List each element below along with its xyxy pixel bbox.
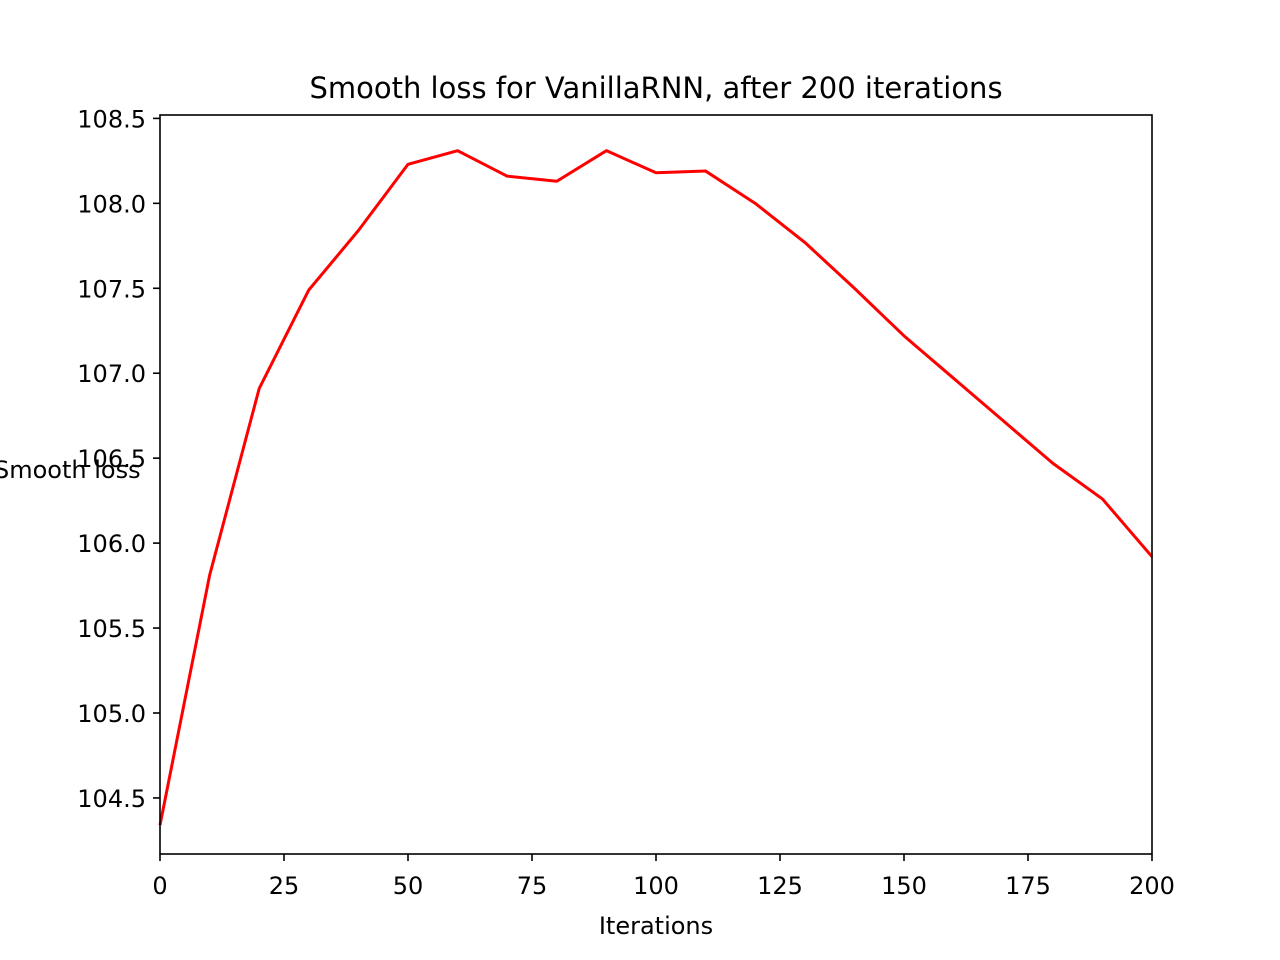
y-tick-label: 108.5 (77, 105, 146, 133)
x-tick-label: 150 (881, 872, 927, 900)
y-tick-label: 105.5 (77, 615, 146, 643)
x-tick-label: 100 (633, 872, 679, 900)
x-tick-label: 175 (1005, 872, 1051, 900)
y-tick-label: 105.0 (77, 700, 146, 728)
y-tick-label: 108.0 (77, 190, 146, 218)
x-tick-label: 200 (1129, 872, 1175, 900)
x-tick-label: 25 (269, 872, 300, 900)
x-tick-label: 75 (517, 872, 548, 900)
y-tick-label: 107.5 (77, 275, 146, 303)
x-tick-label: 0 (152, 872, 167, 900)
x-tick-label: 50 (393, 872, 424, 900)
plot-area-frame (159, 114, 1153, 855)
x-axis-label: Iterations (599, 912, 713, 940)
y-tick-label: 107.0 (77, 360, 146, 388)
y-tick-label: 106.0 (77, 530, 146, 558)
smooth-loss-line (158, 149, 1154, 826)
x-axis-ticks: 0 25 50 75 100 125 150 175 200 (152, 854, 1175, 900)
y-axis-ticks: 104.5 105.0 105.5 106.0 106.5 107.0 107.5 108.0… (77, 105, 160, 813)
y-tick-label: 104.5 (77, 785, 146, 813)
y-axis-label: Smooth loss (0, 456, 141, 484)
y-tick-label: 106.5 (77, 445, 146, 473)
x-tick-label: 125 (757, 872, 803, 900)
chart-title: Smooth loss for VanillaRNN, after 200 it… (309, 71, 1002, 105)
